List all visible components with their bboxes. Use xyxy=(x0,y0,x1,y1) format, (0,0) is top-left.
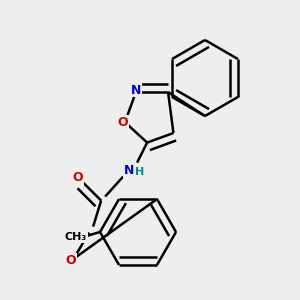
Text: O: O xyxy=(66,254,76,267)
Text: N: N xyxy=(131,84,141,97)
Text: N: N xyxy=(124,164,134,177)
Text: CH₃: CH₃ xyxy=(65,232,87,242)
Text: O: O xyxy=(73,171,83,184)
Text: H: H xyxy=(134,167,144,177)
Text: O: O xyxy=(118,116,128,129)
